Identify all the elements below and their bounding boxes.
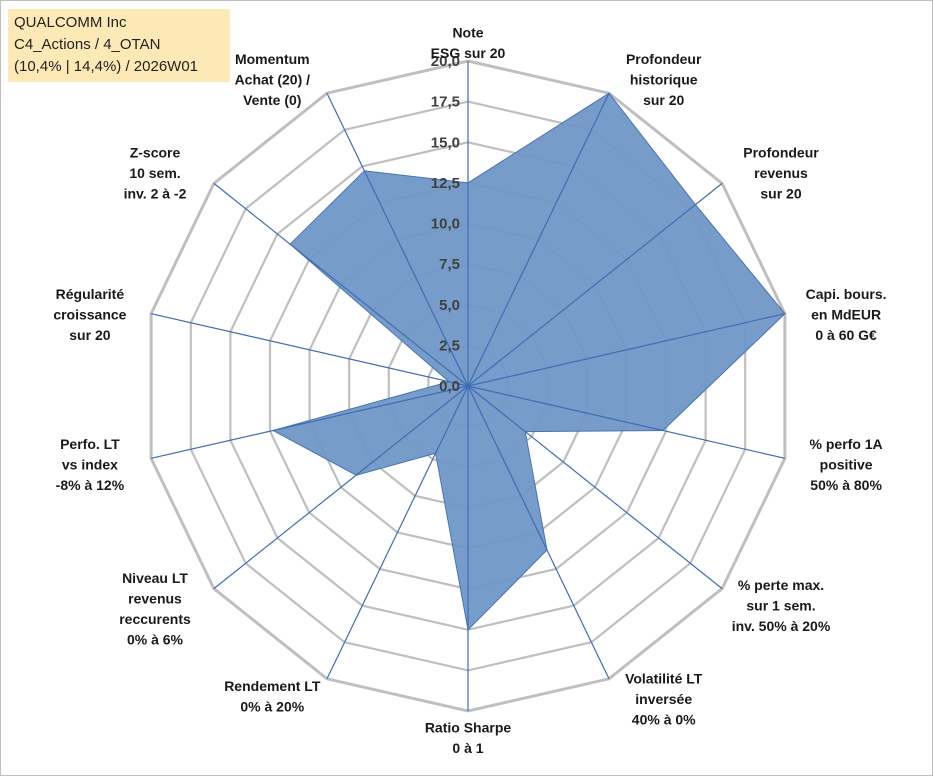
axis-label-8: Rendement LT 0% à 20%	[224, 678, 321, 715]
tick-label-1: 2,5	[439, 337, 460, 354]
axis-label-1-line-1: historique	[630, 72, 698, 88]
spoke-4	[467, 385, 786, 459]
axis-label-1-line-2: sur 20	[643, 92, 684, 108]
axis-label-10-line-2: -8% à 12%	[56, 477, 125, 493]
axis-label-10-line-0: Perfo. LT	[60, 436, 120, 452]
spoke-11	[150, 313, 469, 387]
axis-label-11: Régularité croissance sur 20	[53, 286, 126, 343]
axis-label-11-line-2: sur 20	[69, 327, 110, 343]
spoke-10	[150, 385, 469, 459]
tick-label-0: 0,0	[439, 378, 460, 395]
axis-label-7: Ratio Sharpe 0 à 1	[425, 720, 512, 757]
spoke-3	[467, 313, 786, 387]
axis-label-2-line-2: sur 20	[760, 186, 801, 202]
axis-label-3-line-0: Capi. bours.	[806, 286, 887, 302]
axis-label-0-line-1: ESG sur 20	[431, 45, 506, 61]
tick-label-6: 15,0	[431, 134, 460, 151]
axis-label-3-line-2: 0 à 60 G€	[815, 327, 877, 343]
axis-label-12-line-1: 10 sem.	[129, 165, 180, 181]
tick-label-7: 17,5	[431, 94, 460, 111]
axis-label-1-line-0: Profondeur	[626, 51, 702, 67]
tick-label-2: 5,0	[439, 297, 460, 314]
axis-label-13-line-2: Vente (0)	[243, 92, 301, 108]
tick-label-8: 20,0	[431, 53, 460, 70]
company-name: QUALCOMM Inc	[14, 14, 127, 31]
axis-label-4-line-0: % perfo 1A	[810, 436, 883, 452]
axis-label-11-line-1: croissance	[53, 306, 126, 322]
axis-label-6: Volatilité LT inversée 40% à 0%	[625, 671, 703, 728]
axis-label-9-line-3: 0% à 6%	[127, 631, 184, 647]
axis-label-11-line-0: Régularité	[56, 286, 125, 302]
axis-label-0: Note ESG sur 20	[431, 25, 506, 62]
axis-label-6-line-1: inversée	[635, 691, 692, 707]
axis-label-12: Z-score 10 sem. inv. 2 à -2	[124, 145, 187, 202]
axis-label-9-line-0: Niveau LT	[122, 570, 188, 586]
axis-label-4: % perfo 1A positive 50% à 80%	[810, 436, 883, 493]
tick-label-3: 7,5	[439, 256, 460, 273]
axis-label-10: Perfo. LT vs index -8% à 12%	[56, 436, 125, 493]
axis-label-12-line-0: Z-score	[130, 145, 181, 161]
axis-label-7-line-0: Ratio Sharpe	[425, 720, 512, 736]
axis-label-5-line-2: inv. 50% à 20%	[732, 618, 831, 634]
spoke-13	[326, 92, 469, 387]
spoke-1	[467, 92, 610, 387]
spoke-12	[213, 182, 469, 387]
axis-label-3-line-1: en MdEUR	[811, 306, 881, 322]
axis-label-13-line-1: Achat (20) /	[235, 72, 311, 88]
axis-label-7-line-1: 0 à 1	[452, 740, 483, 756]
axis-label-9-line-2: reccurents	[119, 611, 191, 627]
axis-label-9-line-1: revenus	[128, 590, 182, 606]
axis-label-6-line-2: 40% à 0%	[632, 712, 696, 728]
axis-label-12-line-2: inv. 2 à -2	[124, 186, 187, 202]
axis-label-9: Niveau LT revenus reccurents 0% à 6%	[119, 570, 191, 648]
axis-label-4-line-1: positive	[820, 456, 873, 472]
tick-layer: 0,0 2,5 5,0 7,5 10,0 12,5 15,0 17,5 20,0	[431, 53, 460, 395]
axis-label-6-line-0: Volatilité LT	[625, 671, 703, 687]
tick-label-5: 12,5	[431, 175, 460, 192]
axis-label-5-line-0: % perte max.	[738, 577, 824, 593]
axis-label-0-line-0: Note	[452, 25, 483, 41]
axis-label-2: Profondeur revenus sur 20	[743, 145, 819, 202]
spoke-6	[467, 385, 610, 680]
axis-label-13: Momentum Achat (20) / Vente (0)	[235, 51, 311, 108]
axis-label-8-line-0: Rendement LT	[224, 678, 321, 694]
performance-stats: (10,4% | 14,4%) / 2026W01	[14, 58, 198, 75]
axis-label-2-line-0: Profondeur	[743, 145, 819, 161]
axis-label-5-line-1: sur 1 sem.	[746, 598, 815, 614]
axis-label-5: % perte max. sur 1 sem. inv. 50% à 20%	[732, 577, 831, 634]
axis-label-1: Profondeur historique sur 20	[626, 51, 702, 108]
axis-label-2-line-1: revenus	[754, 165, 808, 181]
label-layer: Note ESG sur 20 Profondeur historique sur 20…	[53, 25, 886, 757]
spoke-9	[213, 385, 469, 590]
axis-label-10-line-1: vs index	[62, 456, 118, 472]
axis-label-3: Capi. bours. en MdEUR 0 à 60 G€	[806, 286, 887, 343]
spoke-layer	[150, 61, 786, 711]
spoke-8	[326, 385, 469, 680]
spoke-5	[467, 385, 723, 590]
spoke-2	[467, 182, 723, 387]
axis-label-8-line-1: 0% à 20%	[240, 698, 304, 714]
portfolio-name: C4_Actions / 4_OTAN	[14, 36, 161, 53]
info-box: QUALCOMM Inc C4_Actions / 4_OTAN (10,4% …	[8, 9, 230, 82]
tick-label-4: 10,0	[431, 216, 460, 233]
axis-label-13-line-0: Momentum	[235, 51, 310, 67]
axis-label-4-line-2: 50% à 80%	[810, 477, 882, 493]
